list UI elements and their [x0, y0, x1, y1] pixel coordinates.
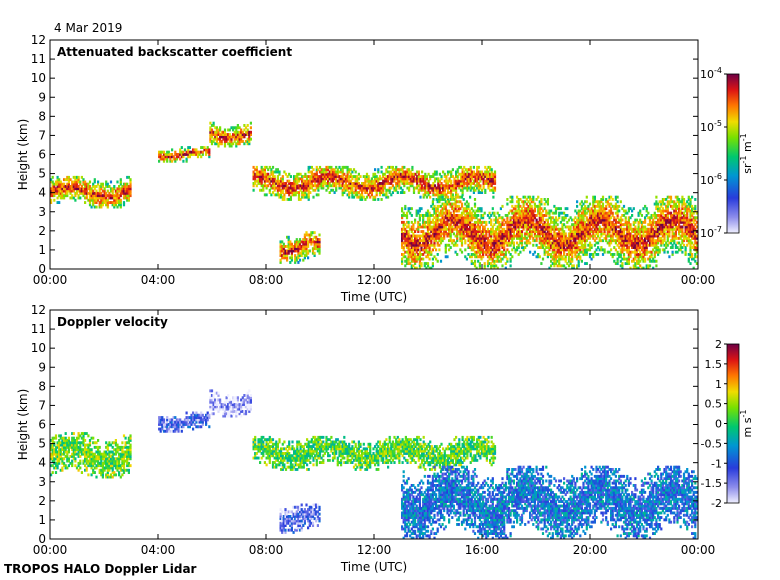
y-tick-label: 9	[38, 360, 46, 374]
y-tick-label: 3	[38, 205, 46, 219]
colorbar	[726, 343, 740, 504]
colorbar-tick-label: -1.5	[701, 477, 722, 490]
y-axis-label: Height (km)	[16, 389, 30, 460]
x-tick-label: 20:00	[573, 543, 608, 557]
panel-title: Attenuated backscatter coefficient	[57, 45, 292, 59]
y-tick-label: 9	[38, 90, 46, 104]
colorbar-tick-label: 1	[715, 378, 722, 391]
colorbar-tick-label: 10-6	[700, 172, 722, 187]
colorbar-tick-label: 1.5	[705, 358, 723, 371]
feature-cloud-layer-04-06h	[158, 411, 211, 433]
colorbar-tick-label: -1	[711, 457, 722, 470]
colorbar-units: sr-1 m-1	[739, 133, 754, 173]
colorbar-units: m s-1	[739, 410, 754, 438]
x-tick-label: 16:00	[465, 543, 500, 557]
feature-cloud-layer-07-5-16-5h	[252, 435, 497, 471]
x-tick-label: 00:00	[681, 543, 716, 557]
x-tick-label: 04:00	[141, 543, 176, 557]
y-tick-label: 10	[31, 341, 46, 355]
y-tick-label: 5	[38, 437, 46, 451]
feature-boundary-layer-08-5-10h	[279, 503, 321, 534]
colorbar-tick-label: 2	[715, 338, 722, 351]
feature-cloud-layer-06-07-5h	[209, 389, 252, 418]
y-tick-label: 8	[38, 109, 46, 123]
y-tick-label: 11	[31, 52, 46, 66]
data-layer	[50, 121, 698, 269]
feature-boundary-layer-13-24h	[401, 465, 698, 539]
colorbar-tick-label: 10-4	[700, 66, 722, 81]
colorbar-tick-label: 0	[715, 418, 722, 431]
feature-boundary-layer-13-24h	[401, 195, 698, 269]
y-tick-label: 2	[38, 494, 46, 508]
y-tick-label: 5	[38, 167, 46, 181]
x-tick-label: 08:00	[249, 273, 284, 287]
x-tick-label: 00:00	[33, 273, 68, 287]
x-tick-label: 16:00	[465, 273, 500, 287]
x-tick-label: 20:00	[573, 273, 608, 287]
y-tick-label: 6	[38, 418, 46, 432]
y-tick-label: 2	[38, 224, 46, 238]
y-tick-label: 6	[38, 148, 46, 162]
data-layer	[50, 389, 698, 539]
y-tick-label: 8	[38, 379, 46, 393]
y-tick-label: 12	[31, 303, 46, 317]
feature-cloud-layer-06-07-5h	[209, 121, 252, 148]
colorbar	[726, 73, 740, 234]
colorbar-tick-label: -2	[711, 497, 722, 510]
y-tick-label: 1	[38, 243, 46, 257]
feature-cloud-layer-00-03h	[50, 175, 132, 209]
y-tick-label: 4	[38, 186, 46, 200]
y-tick-label: 7	[38, 398, 46, 412]
x-tick-label: 00:00	[681, 273, 716, 287]
y-axis-label: Height (km)	[16, 119, 30, 190]
x-axis-label: Time (UTC)	[340, 290, 407, 304]
colorbar-tick-label: -0.5	[701, 437, 722, 450]
colorbar-tick-label: 10-5	[700, 119, 722, 134]
y-tick-label: 7	[38, 128, 46, 142]
x-tick-label: 12:00	[357, 543, 392, 557]
date-label: 4 Mar 2019	[54, 21, 123, 35]
feature-boundary-layer-08-5-10h	[279, 231, 321, 264]
panel-title: Doppler velocity	[57, 315, 168, 329]
feature-cloud-layer-00-03h	[50, 432, 132, 479]
colorbar-tick-label: 0.5	[705, 398, 723, 411]
y-tick-label: 4	[38, 456, 46, 470]
x-axis-label: Time (UTC)	[340, 560, 407, 574]
x-tick-label: 08:00	[249, 543, 284, 557]
instrument-label: TROPOS HALO Doppler Lidar	[4, 562, 197, 576]
feature-cloud-layer-07-5-16-5h	[252, 165, 497, 201]
x-tick-label: 12:00	[357, 273, 392, 287]
y-tick-label: 12	[31, 33, 46, 47]
y-tick-label: 0	[38, 262, 46, 276]
y-tick-label: 1	[38, 513, 46, 527]
x-tick-label: 04:00	[141, 273, 176, 287]
y-tick-label: 0	[38, 532, 46, 546]
x-tick-label: 00:00	[33, 543, 68, 557]
colorbar-tick-label: 10-7	[700, 225, 722, 240]
y-tick-label: 11	[31, 322, 46, 336]
y-tick-label: 3	[38, 475, 46, 489]
y-tick-label: 10	[31, 71, 46, 85]
feature-cloud-layer-04-06h	[158, 146, 211, 163]
